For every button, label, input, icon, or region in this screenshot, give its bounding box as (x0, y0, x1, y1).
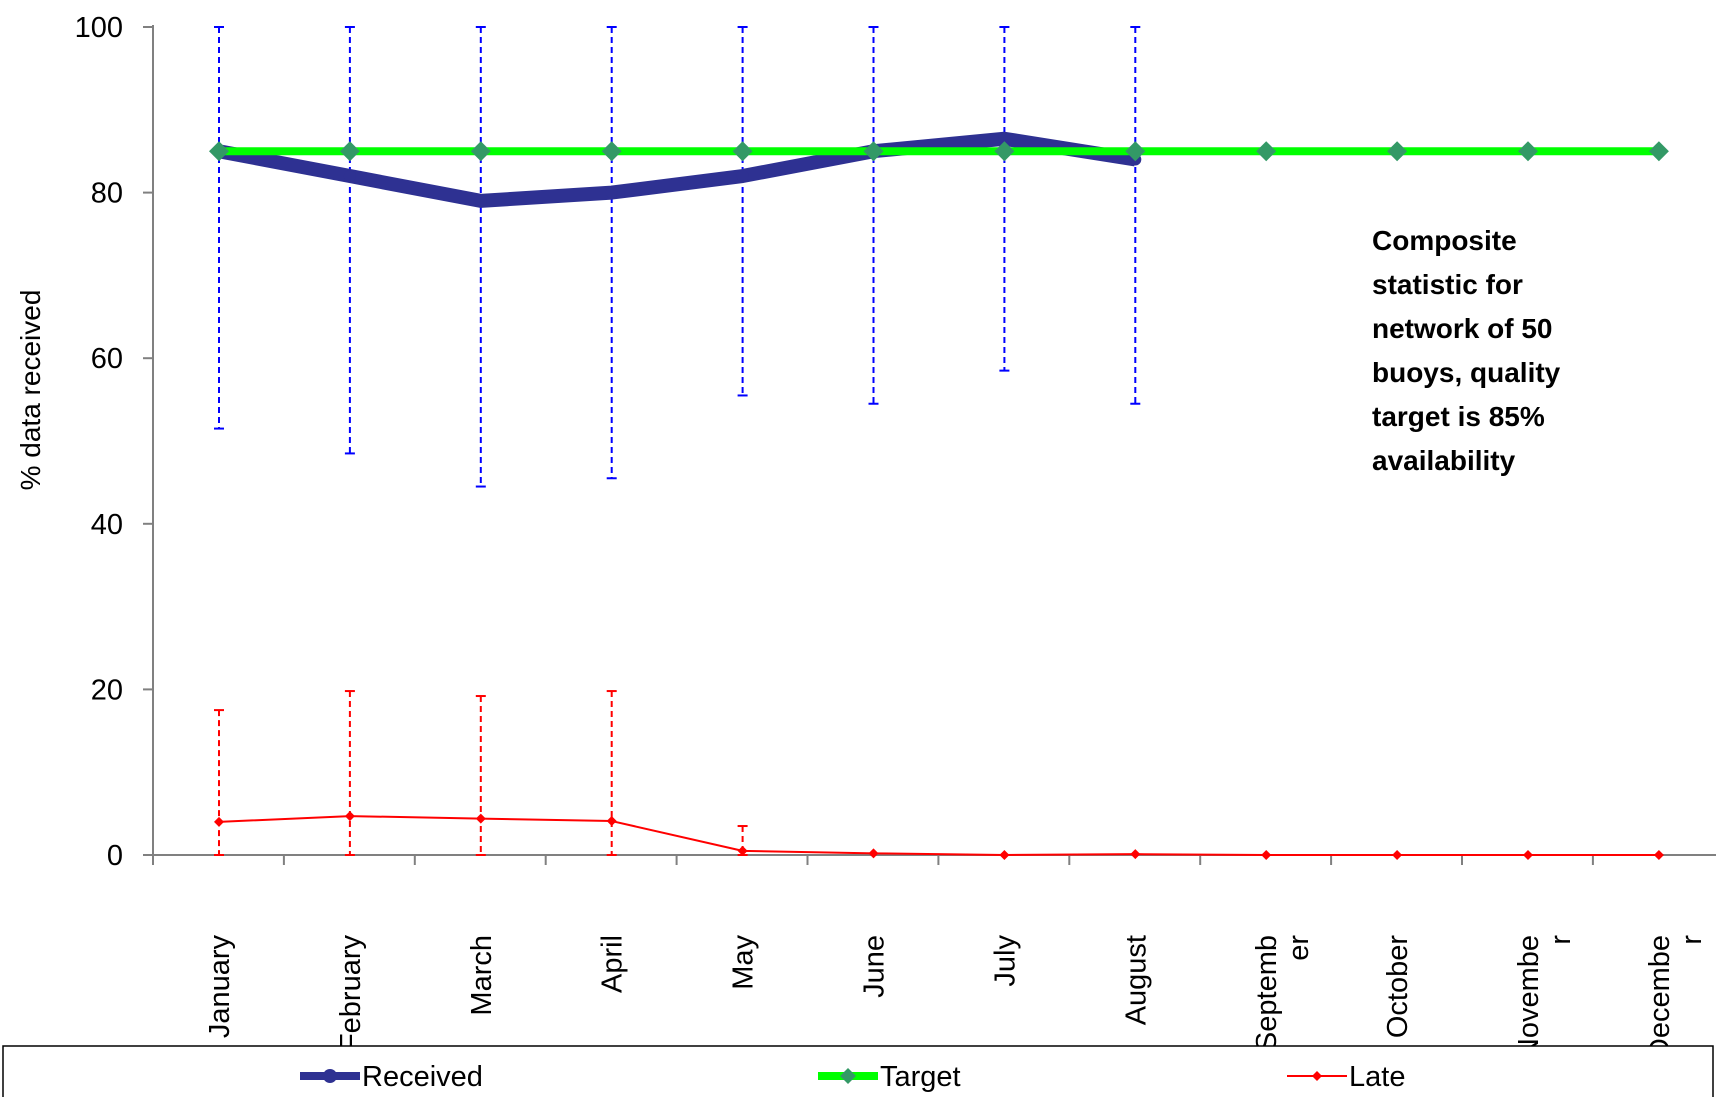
data-point-received (998, 132, 1011, 145)
x-tick-label: r (1545, 935, 1577, 945)
data-point-received (605, 186, 618, 199)
series-line-received (217, 131, 1137, 208)
legend-marker-target (840, 1068, 856, 1084)
data-point-late (737, 845, 748, 856)
annotation-line: statistic for (1372, 269, 1523, 300)
legend-label-target: Target (880, 1061, 961, 1093)
legend-marker-received (323, 1069, 337, 1083)
y-tick-label: 20 (91, 674, 123, 706)
y-axis: 0 20 40 60 80 100 (75, 12, 154, 872)
data-point-late (999, 850, 1010, 860)
y-tick-label: 60 (91, 343, 123, 375)
y-axis-title: % data received (15, 290, 46, 491)
data-point-late (1130, 849, 1141, 860)
data-point-late (1523, 850, 1533, 860)
y-tick-label: 0 (107, 840, 123, 872)
x-tick-label: March (466, 935, 498, 1016)
data-point-target (209, 141, 229, 162)
data-point-received (736, 170, 749, 183)
data-point-late (1261, 850, 1272, 860)
data-point-target (994, 141, 1015, 162)
x-tick-label: April (597, 935, 629, 993)
annotation-line: availability (1372, 445, 1516, 476)
annotation-text: Composite statistic for network of 50 buoys… (1372, 225, 1561, 476)
y-tick-label: 100 (75, 12, 123, 44)
x-tick-label: August (1120, 935, 1152, 1025)
legend-label-late: Late (1349, 1061, 1405, 1093)
data-point-target (1648, 141, 1669, 162)
data-point-late (1653, 850, 1664, 860)
data-point-target (1518, 141, 1538, 162)
x-tick-label: July (989, 935, 1021, 987)
data-point-received (474, 194, 487, 207)
x-tick-label: Septemb (1251, 935, 1283, 1051)
data-point-late (475, 813, 486, 824)
annotation-line: buoys, quality (1372, 357, 1561, 388)
x-axis: January February March April May June July Augu… (152, 854, 1716, 1059)
data-point-target (1256, 141, 1277, 162)
y-tick-label: 80 (91, 178, 123, 210)
x-tick-label: October (1382, 935, 1414, 1038)
error-bars (214, 26, 1141, 856)
x-tick-label: Novembe (1513, 935, 1545, 1059)
series-group (209, 131, 1669, 860)
data-point-late (1392, 850, 1403, 860)
x-tick-label: r (1676, 935, 1708, 945)
legend-box (2, 1045, 1714, 1097)
y-tick-label: 40 (91, 509, 123, 541)
data-point-target (1387, 141, 1408, 162)
x-tick-label: Decembe (1644, 935, 1676, 1059)
annotation-line: Composite (1372, 225, 1517, 256)
series-line-late (218, 815, 1659, 856)
data-point-target (601, 141, 622, 162)
x-tick-label: February (335, 935, 367, 1052)
data-point-received (343, 170, 356, 183)
x-tick-label: er (1283, 935, 1315, 961)
data-point-target (863, 141, 884, 162)
data-point-target (1125, 141, 1146, 162)
legend: Received Target Late (2, 1045, 1714, 1097)
x-tick-label: January (204, 935, 236, 1039)
annotation-line: target is 85% (1372, 401, 1545, 432)
data-point-late (214, 816, 224, 827)
x-tick-label: June (859, 935, 891, 998)
data-point-target (732, 141, 753, 162)
data-point-late (606, 816, 617, 827)
legend-label-received: Received (362, 1061, 483, 1093)
x-tick-label: May (728, 935, 760, 990)
data-point-target (470, 141, 491, 162)
legend-marker-late (1312, 1071, 1322, 1081)
annotation-line: network of 50 (1372, 313, 1552, 344)
data-point-target (339, 141, 360, 162)
data-point-late (344, 811, 355, 822)
data-point-late (868, 848, 879, 859)
